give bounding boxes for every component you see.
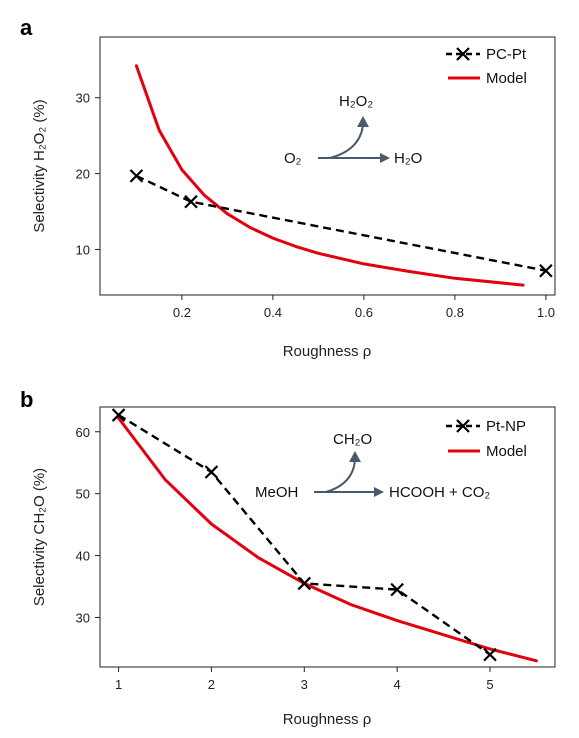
panel-a-x-tick-label: 0.2: [173, 305, 191, 320]
panel-a-x-tick-label: 1.0: [537, 305, 555, 320]
panel-a-series: [129, 64, 553, 287]
reaction-a-main-arrowhead: [380, 153, 390, 163]
panel-a-experiment-point: [539, 263, 553, 278]
panel-b-experiment-point: [204, 465, 219, 479]
panel-b-series: [111, 408, 538, 663]
panel-a-x-tick-label: 0.6: [355, 305, 373, 320]
legend-ptnp-marker: [456, 419, 470, 433]
reaction-b-product-main: HCOOH + CO₂: [389, 484, 490, 501]
reaction-a-product-branch: H₂O₂: [339, 93, 373, 110]
panel-b-ticks: 1 2 3 4 5 30 40 50 60: [76, 425, 494, 692]
panel-b: b 1 2 3 4 5 30 40 50 60 Roughness ρ Selectivity …: [20, 387, 556, 728]
panel-a-experiment-point: [184, 194, 198, 209]
panel-b-y-tick-label: 40: [76, 549, 90, 564]
panel-b-experiment-point: [111, 408, 126, 422]
panel-a-x-tick-label: 0.4: [264, 305, 282, 320]
panel-a-reaction-scheme: O₂ H₂O H₂O₂: [284, 93, 422, 167]
legend-pcpt-marker: [456, 47, 470, 61]
panel-b-x-axis-label: Roughness ρ: [283, 711, 372, 728]
reaction-b-product-branch: CH₂O: [333, 431, 372, 448]
reaction-a-branch-arrow: [329, 124, 364, 159]
reaction-a-branch-arrowhead: [357, 116, 369, 127]
panel-b-x-tick-label: 1: [115, 677, 122, 692]
reaction-a-product-main: H₂O: [394, 150, 422, 167]
panel-b-x-tick-label: 2: [208, 677, 215, 692]
panel-a-legend: PC-Pt Model: [446, 46, 527, 87]
panel-b-label: b: [20, 387, 33, 412]
panel-a-label: a: [20, 15, 33, 40]
reaction-b-branch-arrow: [325, 459, 356, 493]
panel-a-experiment-point: [129, 169, 144, 183]
panel-a-experiment-line: [135, 174, 547, 272]
panel-b-x-tick-label: 4: [394, 677, 401, 692]
legend-model-b-label: Model: [486, 443, 527, 460]
panel-b-y-axis-label: Selectivity CH₂O (%): [31, 468, 48, 606]
panel-a-y-axis-label: Selectivity H₂O₂ (%): [31, 99, 48, 232]
reaction-b-main-arrowhead: [374, 487, 384, 497]
panel-b-plot-frame: [99, 406, 556, 668]
panel-a-y-tick-label: 10: [76, 242, 90, 257]
panel-b-reaction-scheme: MeOH HCOOH + CO₂ CH₂O: [255, 431, 490, 501]
reaction-b-branch-arrowhead: [349, 451, 361, 462]
panel-b-x-tick-label: 5: [486, 677, 493, 692]
legend-model-label: Model: [486, 70, 527, 87]
panel-b-legend: Pt-NP Model: [446, 418, 527, 460]
panel-b-experiment-point: [483, 647, 497, 662]
panel-a: a 0.2 0.4 0.6 0.8 1.0 10 20 30 Roughness ρ Sele…: [20, 15, 556, 360]
panel-a-plot-frame: [99, 36, 556, 296]
panel-a-y-tick-label: 30: [76, 91, 90, 106]
reaction-b-reactant: MeOH: [255, 484, 298, 501]
panel-b-experiment-line: [117, 413, 491, 656]
panel-a-x-axis-label: Roughness ρ: [283, 343, 372, 360]
panel-a-ticks: 0.2 0.4 0.6 0.8 1.0 10 20 30: [76, 91, 555, 320]
panel-b-y-tick-label: 50: [76, 487, 90, 502]
panel-a-model-curve: [134, 64, 525, 287]
panel-b-y-tick-label: 30: [76, 610, 90, 625]
legend-ptnp-label: Pt-NP: [486, 418, 526, 435]
panel-b-experiment-point: [297, 576, 312, 591]
panel-b-x-tick-label: 3: [301, 677, 308, 692]
panel-a-y-tick-label: 20: [76, 167, 90, 182]
panel-a-x-tick-label: 0.8: [446, 305, 464, 320]
panel-b-experiment-point: [390, 582, 404, 597]
panel-b-model-curve: [117, 416, 538, 663]
reaction-a-reactant: O₂: [284, 150, 302, 167]
panel-b-y-tick-label: 60: [76, 425, 90, 440]
legend-pcpt-label: PC-Pt: [486, 46, 527, 63]
